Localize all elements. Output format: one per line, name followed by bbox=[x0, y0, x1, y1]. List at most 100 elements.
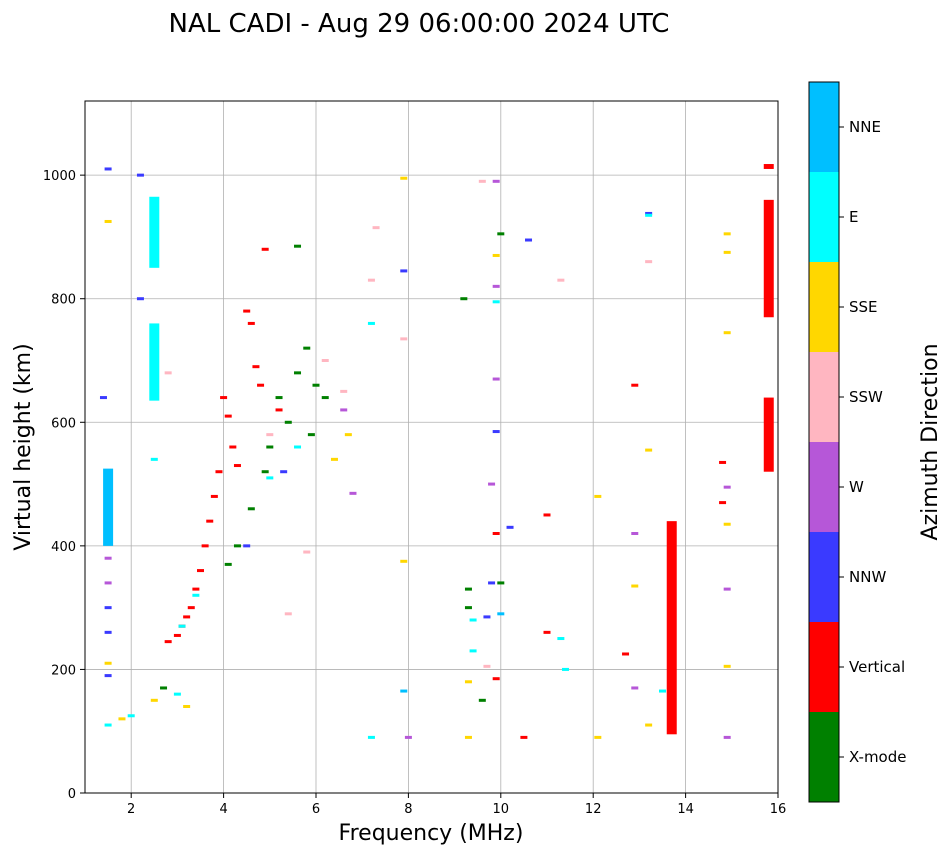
data-bar-e bbox=[149, 323, 160, 401]
colorbar-label-x-mode: X-mode bbox=[849, 748, 906, 766]
plot-background bbox=[85, 101, 778, 793]
data-point-vertical bbox=[215, 470, 223, 474]
data-point-nnw bbox=[483, 615, 491, 619]
plot-border bbox=[84, 100, 779, 794]
data-point-vertical bbox=[631, 383, 639, 387]
data-point-w bbox=[723, 587, 731, 591]
data-point-nnw bbox=[136, 297, 144, 301]
data-point-vertical bbox=[164, 640, 172, 644]
colorbar-segment-ssw bbox=[809, 352, 839, 442]
data-bar-vertical bbox=[763, 164, 774, 169]
data-point-x-mode bbox=[303, 346, 311, 350]
data-point-ssw bbox=[164, 371, 172, 375]
data-point-nnw bbox=[645, 211, 653, 215]
y-tick-label: 200 bbox=[51, 663, 76, 678]
data-point-e bbox=[150, 457, 158, 461]
data-point-vertical bbox=[492, 677, 500, 681]
data-point-vertical bbox=[192, 587, 200, 591]
data-point-nne bbox=[400, 689, 408, 693]
data-point-ssw bbox=[303, 550, 311, 554]
data-point-x-mode bbox=[224, 562, 232, 566]
y-tick-label: 0 bbox=[68, 787, 76, 802]
colorbar-label-e: E bbox=[849, 208, 858, 226]
data-point-e bbox=[294, 445, 302, 449]
data-point-w bbox=[404, 735, 412, 739]
chart-title: NAL CADI - Aug 29 06:00:00 2024 UTC bbox=[169, 9, 670, 39]
data-point-x-mode bbox=[247, 507, 255, 511]
data-point-x-mode bbox=[307, 433, 315, 437]
data-point-e bbox=[367, 321, 375, 325]
plot-area bbox=[85, 101, 778, 793]
x-tick-label: 4 bbox=[219, 802, 227, 817]
data-point-x-mode bbox=[160, 686, 168, 690]
data-marks bbox=[99, 164, 774, 739]
colorbar-border bbox=[808, 81, 840, 803]
colorbar-segment-nnw bbox=[809, 532, 839, 622]
data-point-sse bbox=[723, 232, 731, 236]
data-point-x-mode bbox=[460, 297, 468, 301]
colorbar-label-nne: NNE bbox=[849, 118, 881, 136]
data-point-sse bbox=[104, 219, 112, 223]
data-point-e bbox=[659, 689, 666, 693]
y-tick-label: 600 bbox=[51, 416, 76, 431]
data-point-ssw bbox=[645, 260, 653, 264]
data-point-vertical bbox=[719, 501, 727, 505]
x-tick-label: 6 bbox=[312, 802, 320, 817]
data-point-vertical bbox=[229, 445, 237, 449]
data-point-x-mode bbox=[294, 371, 302, 375]
data-point-w bbox=[492, 179, 500, 183]
data-point-sse bbox=[183, 705, 191, 708]
data-point-vertical bbox=[224, 414, 232, 418]
data-bar-e bbox=[149, 196, 160, 268]
data-point-w bbox=[723, 735, 731, 739]
data-point-x-mode bbox=[464, 587, 472, 591]
data-point-w bbox=[104, 556, 112, 560]
colorbar: X-mode Vertical NNW W SSW SSE E NNE bbox=[808, 81, 906, 803]
data-point-nnw bbox=[104, 167, 112, 171]
colorbar-segment-nne bbox=[809, 82, 839, 172]
data-point-vertical bbox=[220, 396, 228, 400]
axis-ticks: 2 4 6 8 10 12 14 16 0 200 400 600 800 1000 bbox=[43, 169, 786, 817]
data-point-nnw bbox=[280, 470, 288, 474]
y-tick-label: 800 bbox=[51, 293, 76, 308]
data-point-sse bbox=[150, 698, 158, 702]
data-point-w bbox=[340, 408, 348, 412]
data-point-vertical bbox=[275, 408, 283, 412]
data-point-vertical bbox=[622, 652, 630, 656]
data-point-sse bbox=[118, 717, 126, 721]
data-point-e bbox=[127, 714, 135, 718]
data-point-vertical bbox=[719, 460, 727, 464]
data-point-w bbox=[488, 482, 496, 486]
data-point-x-mode bbox=[497, 232, 505, 236]
x-axis-label: Frequency (MHz) bbox=[339, 821, 524, 846]
data-point-sse bbox=[594, 735, 602, 739]
data-point-sse bbox=[723, 522, 731, 526]
colorbar-segment-vertical bbox=[809, 622, 839, 712]
data-bar-vertical bbox=[763, 397, 774, 472]
data-point-sse bbox=[645, 448, 653, 452]
data-point-w bbox=[104, 581, 112, 585]
data-point-vertical bbox=[543, 513, 551, 517]
data-point-e bbox=[178, 624, 186, 628]
colorbar-label-nnw: NNW bbox=[849, 568, 886, 586]
data-point-nnw bbox=[243, 544, 251, 548]
data-point-vertical bbox=[233, 464, 241, 468]
data-point-x-mode bbox=[478, 698, 486, 702]
colorbar-label-sse: SSE bbox=[849, 298, 878, 316]
data-point-nnw bbox=[136, 173, 144, 177]
x-tick-label: 16 bbox=[770, 802, 787, 817]
data-point-x-mode bbox=[321, 396, 329, 400]
data-point-ssw bbox=[478, 179, 486, 183]
data-point-w bbox=[492, 284, 500, 288]
data-point-ssw bbox=[557, 278, 565, 282]
colorbar-segment-w bbox=[809, 442, 839, 532]
data-point-e bbox=[367, 735, 375, 739]
data-point-vertical bbox=[210, 494, 218, 498]
data-point-ssw bbox=[284, 612, 292, 616]
colorbar-segment-sse bbox=[809, 262, 839, 352]
data-point-nne bbox=[497, 612, 505, 616]
data-bar-vertical bbox=[666, 521, 677, 735]
data-point-sse bbox=[400, 176, 408, 180]
data-point-vertical bbox=[201, 544, 209, 548]
data-point-w bbox=[723, 485, 731, 489]
